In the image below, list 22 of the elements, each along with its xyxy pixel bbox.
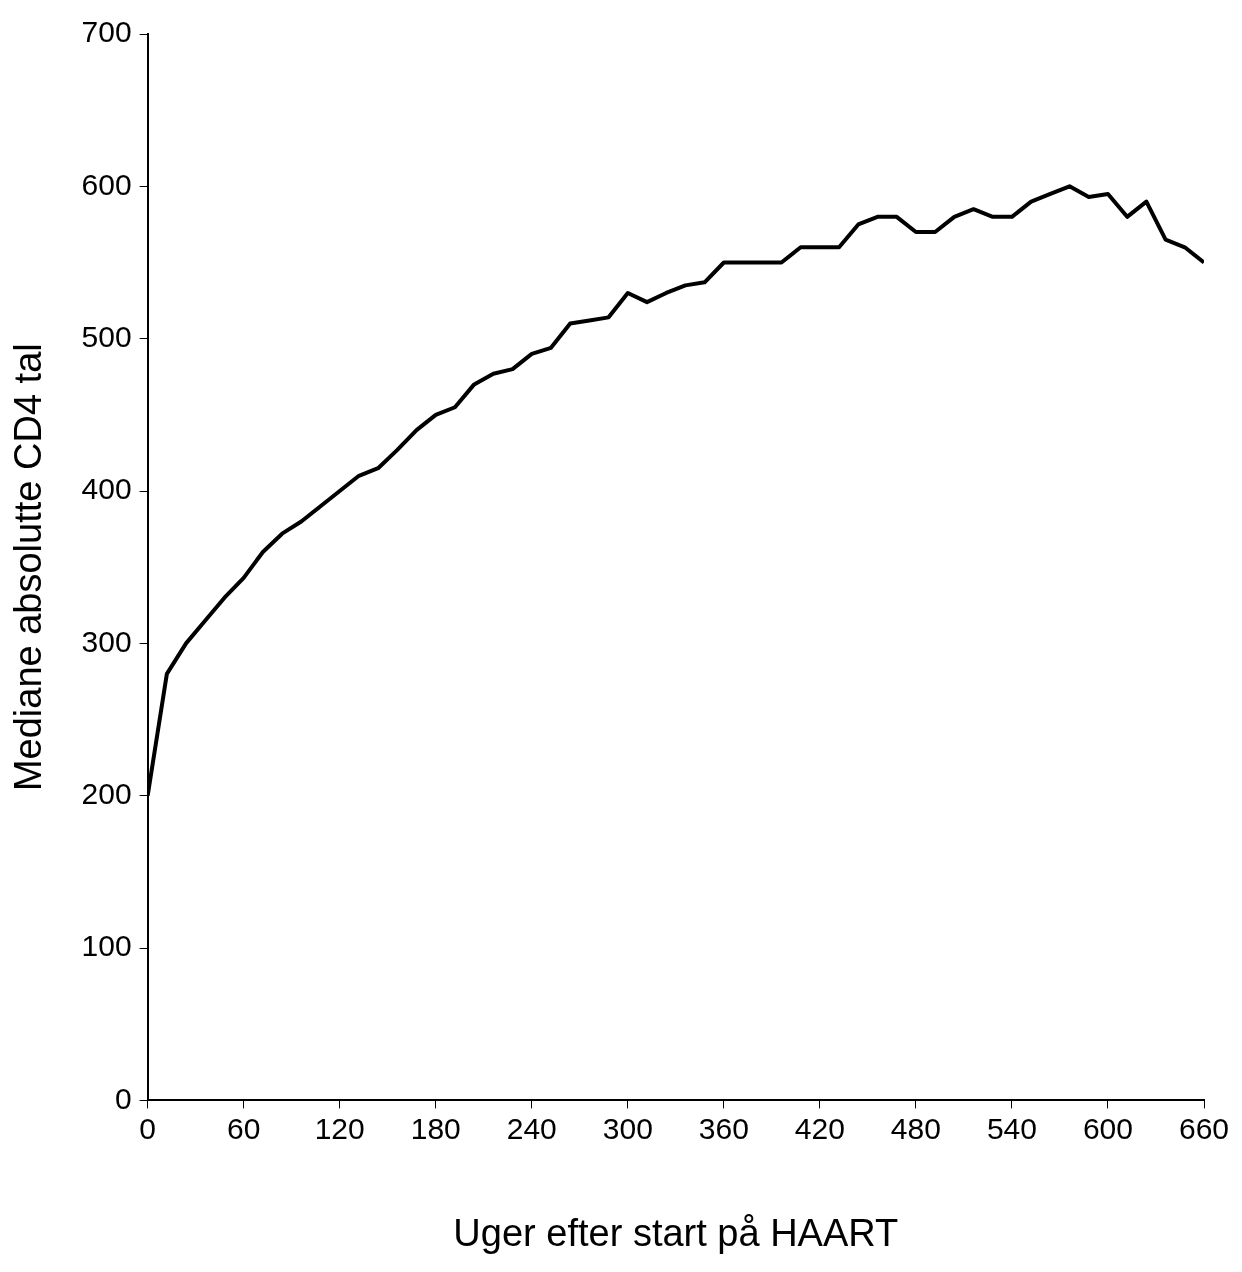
x-tick-label: 420 [794, 1111, 845, 1145]
y-tick-label: 0 [114, 1081, 132, 1115]
y-axis-title: Mediane absolutte CD4 tal [7, 343, 50, 792]
y-tick-label: 700 [81, 15, 132, 49]
x-tick-label: 180 [410, 1111, 461, 1145]
x-tick-label: 300 [602, 1111, 653, 1145]
y-tick-label: 400 [81, 472, 132, 506]
x-tick-label: 120 [314, 1111, 365, 1145]
x-tick-label: 0 [139, 1111, 156, 1145]
x-tick-label: 660 [1178, 1111, 1230, 1145]
x-tick-label: 240 [506, 1111, 557, 1145]
y-tick-label: 100 [81, 929, 132, 963]
x-tick-label: 60 [227, 1111, 261, 1145]
y-tick-label: 300 [81, 624, 132, 658]
x-tick-label: 480 [890, 1111, 941, 1145]
x-axis-title: Uger efter start på HAART [453, 1211, 899, 1254]
y-tick-label: 500 [81, 319, 132, 353]
x-tick-label: 360 [698, 1111, 749, 1145]
x-tick-label: 600 [1082, 1111, 1133, 1145]
y-tick-label: 600 [81, 167, 132, 201]
x-tick-label: 540 [986, 1111, 1037, 1145]
y-tick-label: 200 [81, 776, 132, 810]
